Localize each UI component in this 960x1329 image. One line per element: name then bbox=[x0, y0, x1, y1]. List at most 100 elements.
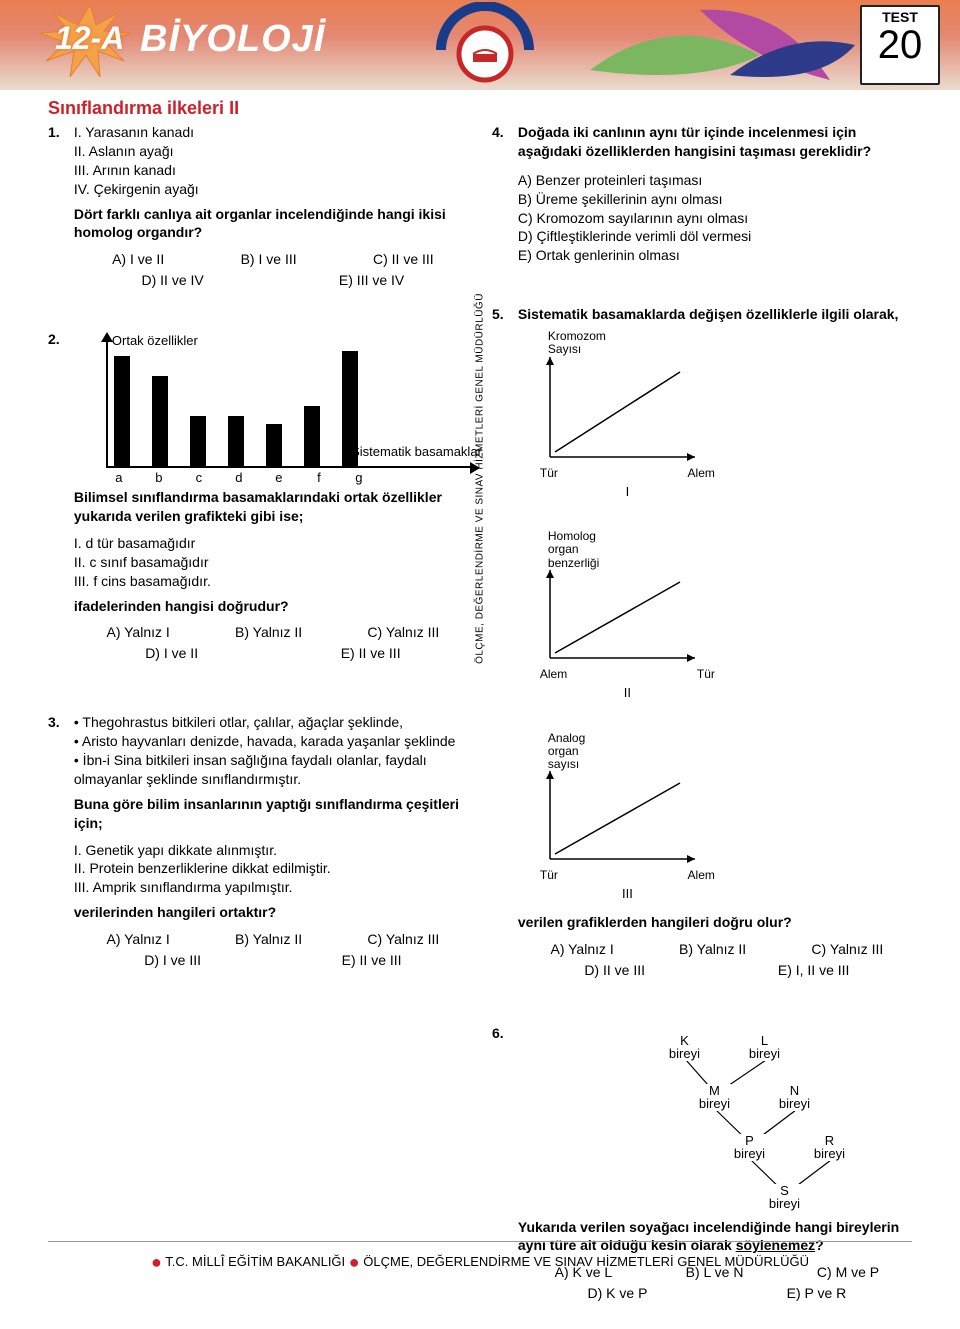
list-item: I. Yarasanın kanadı bbox=[74, 123, 472, 142]
right-column: 4. Doğada iki canlının aynı tür içinde i… bbox=[492, 123, 916, 1329]
q3-items: I. Genetik yapı dikkate alınmıştır. II. … bbox=[74, 841, 472, 898]
bar bbox=[190, 416, 206, 466]
option[interactable]: D) II ve IV bbox=[141, 271, 203, 290]
chart-x-label: Sistematik basamaklar bbox=[351, 443, 482, 461]
option[interactable]: D) I ve III bbox=[144, 951, 201, 970]
option[interactable]: D) II ve III bbox=[584, 961, 645, 980]
option[interactable]: C) Yalnız III bbox=[367, 930, 439, 949]
content-area: ÖLÇME, DEĞERLENDİRME VE SINAV HİZMETLERİ… bbox=[0, 123, 960, 1329]
q6-tree: KbireyiLbireyiMbireyiNbireyiPbireyiRbire… bbox=[578, 1024, 908, 1214]
subject-title: BİYOLOJİ bbox=[140, 18, 325, 61]
q5-charts: KromozomSayısı TürAlem I Homologorganben… bbox=[540, 330, 916, 903]
mini-chart-1: KromozomSayısı TürAlem I bbox=[540, 330, 715, 500]
chart-y-label: Analog bbox=[548, 731, 585, 745]
bar bbox=[114, 356, 130, 466]
option[interactable]: C) Yalnız III bbox=[367, 623, 439, 642]
q5-ask: verilen grafiklerden hangileri doğru olu… bbox=[518, 913, 916, 932]
bar bbox=[304, 406, 320, 466]
q2-ask: ifadelerinden hangisi doğrudur? bbox=[74, 597, 472, 616]
q2-stem: Bilimsel sınıflandırma basamaklarındaki … bbox=[74, 488, 472, 526]
axis-label: Alem bbox=[688, 867, 715, 883]
option[interactable]: C) Yalnız III bbox=[811, 940, 883, 959]
footer-text: T.C. MİLLÎ EĞİTİM BAKANLIĞI bbox=[165, 1254, 345, 1269]
option[interactable]: A) Yalnız I bbox=[107, 623, 170, 642]
q3-bullet: • Thegohrastus bitkileri otlar, çalılar,… bbox=[74, 713, 472, 732]
q3-ask: verilerinden hangileri ortaktır? bbox=[74, 903, 472, 922]
q2-items: I. d tür basamağıdır II. c sınıf basamağ… bbox=[74, 534, 472, 591]
q4-options: A) Benzer proteinleri taşıması B) Üreme … bbox=[518, 171, 916, 265]
category-label: c bbox=[194, 469, 204, 487]
chart-y-label: sayısı bbox=[548, 757, 579, 771]
header: 12-A BİYOLOJİ TEST 20 bbox=[0, 0, 960, 90]
list-item: III. Amprik sınıflandırma yapılmıştır. bbox=[74, 878, 472, 897]
option[interactable]: D) Çiftleştiklerinde verimli döl vermesi bbox=[518, 227, 916, 246]
option[interactable]: B) Üreme şekillerinin aynı olması bbox=[518, 190, 916, 209]
tree-node: Mbireyi bbox=[698, 1084, 731, 1111]
tree-node: Rbireyi bbox=[813, 1134, 846, 1161]
category-label: f bbox=[314, 469, 324, 487]
q-number: 6. bbox=[492, 1024, 514, 1043]
option[interactable]: E) P ve R bbox=[787, 1284, 847, 1303]
category-label: g bbox=[354, 469, 364, 487]
mini-chart-2: Homologorganbenzerliği AlemTür II bbox=[540, 530, 715, 701]
option[interactable]: C) Kromozom sayılarının aynı olması bbox=[518, 209, 916, 228]
list-item: IV. Çekirgenin ayağı bbox=[74, 180, 472, 199]
axis-label: Alem bbox=[540, 666, 567, 682]
q3-stem: Buna göre bilim insanlarının yaptığı sın… bbox=[74, 795, 472, 833]
option[interactable]: D) K ve P bbox=[588, 1284, 648, 1303]
decorative-shapes bbox=[580, 0, 860, 90]
bar bbox=[228, 416, 244, 466]
q1-stem: Dört farklı canlıya ait organlar incelen… bbox=[74, 205, 472, 243]
option[interactable]: A) Benzer proteinleri taşıması bbox=[518, 171, 916, 190]
mini-chart-3: Analogorgansayısı Tür Alem III bbox=[540, 732, 715, 903]
option[interactable]: E) II ve III bbox=[342, 951, 402, 970]
option[interactable]: C) II ve III bbox=[373, 250, 434, 269]
chart-id: II bbox=[540, 684, 715, 702]
option[interactable]: B) Yalnız II bbox=[235, 930, 302, 949]
axis-label: Tür bbox=[540, 867, 558, 883]
option[interactable]: B) Yalnız II bbox=[679, 940, 746, 959]
option[interactable]: A) Yalnız I bbox=[551, 940, 614, 959]
q-number: 4. bbox=[492, 123, 514, 142]
tree-node: Nbireyi bbox=[778, 1084, 811, 1111]
option[interactable]: E) Ortak genlerinin olması bbox=[518, 246, 916, 265]
chart-y-label: Homolog bbox=[548, 529, 596, 543]
bullet-icon: ● bbox=[349, 1252, 360, 1272]
list-item: II. c sınıf basamağıdır bbox=[74, 553, 472, 572]
option[interactable]: A) I ve II bbox=[112, 250, 164, 269]
option[interactable]: B) Yalnız II bbox=[235, 623, 302, 642]
option[interactable]: D) I ve II bbox=[145, 644, 198, 663]
option[interactable]: E) III ve IV bbox=[339, 271, 404, 290]
q3-bullet: • İbn-i Sina bitkileri insan sağlığına f… bbox=[74, 751, 472, 789]
tree-node: Pbireyi bbox=[733, 1134, 766, 1161]
q-number: 2. bbox=[48, 330, 70, 349]
q2-options: A) Yalnız I B) Yalnız II C) Yalnız III D… bbox=[74, 623, 472, 663]
bar bbox=[266, 424, 282, 466]
vertical-watermark: ÖLÇME, DEĞERLENDİRME VE SINAV HİZMETLERİ… bbox=[475, 293, 486, 664]
chart-id: III bbox=[540, 885, 715, 903]
kavrama-emblem bbox=[435, 2, 535, 88]
chart-id: I bbox=[540, 483, 715, 501]
question-3: 3. • Thegohrastus bitkileri otlar, çalıl… bbox=[48, 713, 472, 970]
tree-node: Sbireyi bbox=[768, 1184, 801, 1211]
q1-options: A) I ve II B) I ve III C) II ve III D) I… bbox=[74, 250, 472, 290]
bar bbox=[152, 376, 168, 466]
chart-y-label: organ bbox=[548, 744, 579, 758]
list-item: II. Aslanın ayağı bbox=[74, 142, 472, 161]
question-1: 1. I. Yarasanın kanadı II. Aslanın ayağı… bbox=[48, 123, 472, 290]
q4-stem: Doğada iki canlının aynı tür içinde ince… bbox=[518, 123, 916, 161]
category-label: a bbox=[114, 469, 124, 487]
question-2: 2. Ortak özellikler Sistematik basamakla… bbox=[48, 330, 472, 663]
q5-stem: Sistematik basamaklarda değişen özellikl… bbox=[518, 305, 916, 324]
option[interactable]: E) I, II ve III bbox=[778, 961, 850, 980]
category-label: e bbox=[274, 469, 284, 487]
q1-items: I. Yarasanın kanadı II. Aslanın ayağı II… bbox=[74, 123, 472, 199]
q-number: 1. bbox=[48, 123, 70, 142]
option[interactable]: B) I ve III bbox=[241, 250, 297, 269]
category-label: d bbox=[234, 469, 244, 487]
test-number: 20 bbox=[862, 25, 938, 65]
option[interactable]: E) II ve III bbox=[341, 644, 401, 663]
option[interactable]: A) Yalnız I bbox=[107, 930, 170, 949]
question-5: 5. Sistematik basamaklarda değişen özell… bbox=[492, 305, 916, 979]
bar bbox=[342, 351, 358, 466]
